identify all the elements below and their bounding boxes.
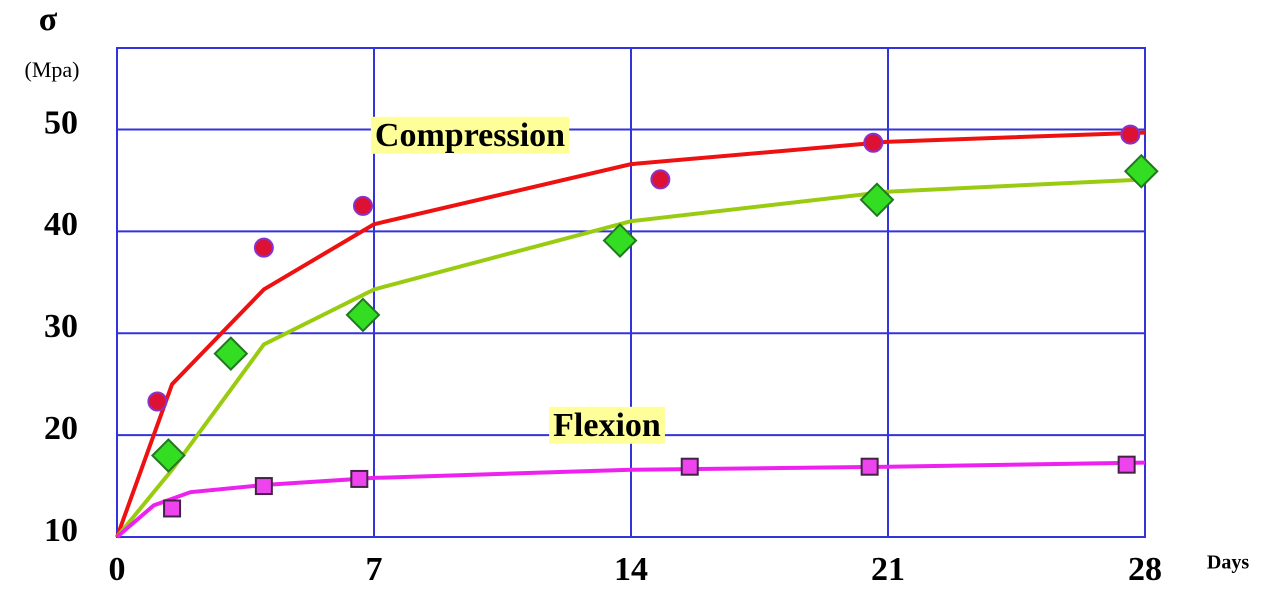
annotation-box <box>370 116 570 154</box>
y-tick-label: 20 <box>44 410 78 447</box>
point <box>863 132 884 153</box>
x-tick-label: 21 <box>871 551 905 588</box>
fit-line <box>115 177 1146 539</box>
point <box>602 223 638 258</box>
y-tick-label: 40 <box>44 206 78 243</box>
point <box>350 469 369 488</box>
y-axis-unit: (Mpa) <box>25 57 80 82</box>
y-axis-label: σ <box>39 1 58 38</box>
annotation: Compression <box>375 117 565 154</box>
point <box>352 195 373 216</box>
fit-line <box>115 460 1146 539</box>
point <box>860 457 879 476</box>
annotation: Flexion <box>553 407 661 444</box>
point <box>147 391 168 412</box>
point <box>1120 124 1141 145</box>
point <box>859 182 895 218</box>
point <box>254 477 273 496</box>
point <box>1123 153 1159 189</box>
x-axis-label: Days <box>1207 552 1249 574</box>
point <box>253 237 274 258</box>
point <box>1117 455 1136 474</box>
point <box>163 499 182 518</box>
y-tick-label: 50 <box>44 104 78 141</box>
x-tick-label: 0 <box>109 551 126 588</box>
point <box>650 169 671 190</box>
fit-line <box>115 130 1146 538</box>
point <box>345 297 381 333</box>
point <box>213 336 249 372</box>
x-tick-label: 7 <box>366 551 383 588</box>
y-tick-label: 10 <box>44 512 78 549</box>
annotation-box <box>549 406 665 444</box>
x-tick-label: 28 <box>1128 551 1162 588</box>
point <box>150 438 186 473</box>
x-tick-label: 14 <box>614 551 648 588</box>
point <box>680 457 699 476</box>
y-tick-label: 30 <box>44 308 78 345</box>
